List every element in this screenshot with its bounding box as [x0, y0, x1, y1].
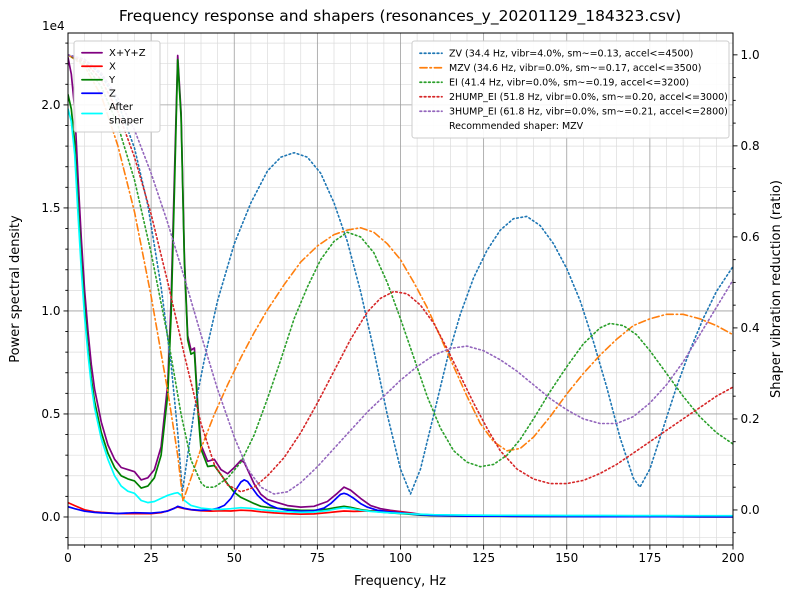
- y-left-tick-label: 2.0: [41, 98, 60, 112]
- legend-psd-label: Y: [108, 75, 116, 86]
- series-mzv: [68, 53, 733, 502]
- y-right-tick-label: 0.0: [741, 503, 760, 517]
- y-left-tick-label: 1.5: [41, 201, 60, 215]
- tick-labels: 0 25 50 75 100 125 150 175 200 0.0 0.5 1.0 1.5 2.0 0.0…: [41, 48, 759, 565]
- y-left-tick-label: 1.0: [41, 304, 60, 318]
- legend-psd: X+Y+Z XYZ After shaper: [73, 40, 161, 133]
- series-2hump-ei: [68, 53, 733, 493]
- legend-shapers-label: MZV (34.6 Hz, vibr=0.0%, sm~=0.17, accel…: [449, 63, 701, 74]
- y-right-tick-label: 0.6: [741, 230, 760, 244]
- series-ei: [68, 53, 733, 489]
- y-axis-label-left: Power spectral density: [8, 215, 23, 363]
- legend-psd-label: Z: [109, 88, 116, 99]
- legend-shapers: ZV (34.4 Hz, vibr=4.0%, sm~=0.13, accel<…: [411, 40, 730, 139]
- legend-shapers-label: ZV (34.4 Hz, vibr=4.0%, sm~=0.13, accel<…: [449, 49, 693, 60]
- x-tick-label: 150: [555, 551, 578, 565]
- ticks: [63, 42, 738, 550]
- legend-shapers-label: 2HUMP_EI (51.8 Hz, vibr=0.0%, sm~=0.20, …: [449, 92, 728, 103]
- legend-psd-label: X: [109, 61, 116, 72]
- x-tick-label: 75: [310, 551, 325, 565]
- y-left-tick-label: 0.0: [41, 510, 60, 524]
- x-tick-label: 0: [64, 551, 72, 565]
- legend-shapers-label: EI (41.4 Hz, vibr=0.0%, sm~=0.19, accel<…: [449, 78, 689, 89]
- legend-shapers-label: 3HUMP_EI (61.8 Hz, vibr=0.0%, sm~=0.21, …: [449, 107, 728, 118]
- y-right-tick-label: 0.4: [741, 321, 760, 335]
- legend-psd-label: X+Y+Z: [109, 48, 146, 59]
- y-right-tick-label: 0.8: [741, 139, 760, 153]
- legend-psd-frame: [73, 40, 161, 133]
- x-tick-label: 200: [722, 551, 745, 565]
- legend-psd-label: shaper: [109, 115, 144, 126]
- legend-psd-label: After: [109, 102, 134, 113]
- x-tick-label: 100: [389, 551, 412, 565]
- chart-title: Frequency response and shapers (resonanc…: [119, 7, 681, 26]
- series-z: [68, 479, 733, 518]
- x-tick-label: 125: [472, 551, 495, 565]
- x-axis-label: Frequency, Hz: [354, 574, 446, 589]
- series-after-shaper: [68, 108, 733, 517]
- y-axis-label-right: Shaper vibration reduction (ratio): [769, 180, 784, 398]
- x-tick-label: 175: [638, 551, 661, 565]
- legend-shapers-frame: [411, 40, 730, 139]
- series-layer: [68, 53, 733, 518]
- axis-offset-text: 1e4: [42, 19, 65, 33]
- generated-chart-layers: 0 25 50 75 100 125 150 175 200 0.0 0.5 1.0 1.5 2.0 0.0…: [41, 32, 760, 565]
- y-right-tick-label: 1.0: [741, 48, 760, 62]
- series-3hump-ei: [68, 53, 733, 495]
- x-tick-label: 50: [227, 551, 242, 565]
- y-left-tick-label: 0.5: [41, 407, 60, 421]
- y-right-tick-label: 0.2: [741, 412, 760, 426]
- x-tick-label: 25: [143, 551, 158, 565]
- legend-shapers-label: Recommended shaper: MZV: [449, 121, 584, 132]
- series-zv: [68, 53, 733, 495]
